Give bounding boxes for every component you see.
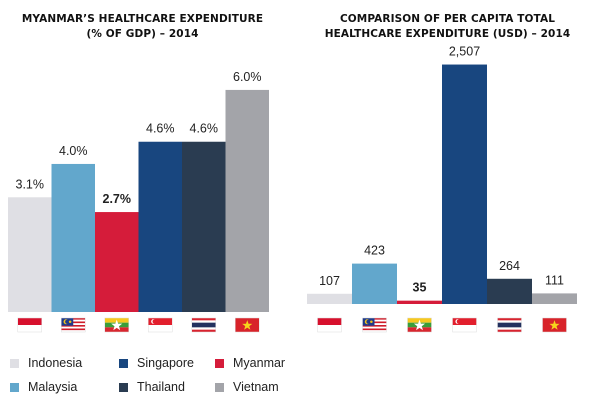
legend-swatch bbox=[10, 382, 19, 392]
myanmar-flag-icon bbox=[104, 317, 129, 333]
right-bar-thailand bbox=[487, 278, 532, 304]
thailand-flag-icon bbox=[497, 317, 522, 333]
legend-swatch bbox=[215, 382, 224, 392]
bar-charts: 3.1% 4.0% 2.7% 4.6% 4.6% 6.0% 107 423 35 2,507 264… bbox=[8, 45, 577, 333]
right-bar-singapore bbox=[442, 64, 487, 304]
legend: Indonesia Singapore Myanmar Malaysia Thailan… bbox=[10, 352, 310, 400]
right-value-label-vietnam: 111 bbox=[545, 273, 564, 287]
singapore-flag-icon bbox=[452, 317, 477, 333]
right-chart-title-line-2: HEALTHCARE EXPENDITURE (USD) – 2014 bbox=[324, 28, 571, 40]
left-value-label-vietnam: 6.0% bbox=[233, 70, 262, 84]
legend-label: Thailand bbox=[137, 380, 185, 394]
right-bar-malaysia bbox=[352, 263, 397, 304]
right-bar-indonesia bbox=[307, 293, 352, 304]
left-value-label-singapore: 4.6% bbox=[146, 122, 175, 136]
myanmar-flag-icon bbox=[407, 317, 432, 333]
left-bar-myanmar bbox=[95, 212, 139, 312]
right-value-label-singapore: 2,507 bbox=[449, 45, 480, 59]
malaysia-flag-icon bbox=[362, 317, 387, 333]
legend-label: Indonesia bbox=[28, 356, 83, 370]
legend-label: Malaysia bbox=[28, 380, 78, 394]
singapore-flag-icon bbox=[148, 317, 173, 333]
left-bar-malaysia bbox=[51, 163, 95, 312]
legend-swatch bbox=[119, 382, 128, 392]
right-bar-vietnam bbox=[532, 293, 577, 304]
legend-swatch bbox=[119, 358, 128, 368]
right-value-label-myanmar: 35 bbox=[413, 281, 427, 295]
legend-item-indonesia: Indonesia bbox=[10, 356, 82, 370]
legend-item-myanmar: Myanmar bbox=[215, 356, 285, 370]
left-chart: 3.1% 4.0% 2.7% 4.6% 4.6% 6.0% bbox=[8, 70, 269, 333]
right-chart-title: COMPARISON OF PER CAPITA TOTAL HEALTHCAR… bbox=[305, 12, 590, 42]
thailand-flag-icon bbox=[191, 317, 216, 333]
legend-label: Singapore bbox=[137, 356, 194, 370]
left-bar-singapore bbox=[138, 141, 182, 312]
left-chart-title: MYANMAR’S HEALTHCARE EXPENDITURE (% OF G… bbox=[0, 12, 285, 42]
left-chart-title-line-1: MYANMAR’S HEALTHCARE EXPENDITURE bbox=[21, 13, 264, 25]
right-value-label-indonesia: 107 bbox=[319, 274, 340, 288]
legend-item-malaysia: Malaysia bbox=[10, 380, 77, 394]
indonesia-flag-icon bbox=[317, 317, 342, 333]
vietnam-flag-icon bbox=[235, 317, 260, 333]
left-bar-vietnam bbox=[225, 89, 269, 312]
legend-label: Vietnam bbox=[233, 380, 279, 394]
legend-swatch bbox=[10, 358, 19, 368]
right-value-label-malaysia: 423 bbox=[364, 244, 385, 258]
legend-item-vietnam: Vietnam bbox=[215, 380, 279, 394]
right-value-label-thailand: 264 bbox=[499, 259, 520, 273]
legend-item-singapore: Singapore bbox=[119, 356, 194, 370]
right-bar-myanmar bbox=[397, 300, 442, 304]
legend-item-thailand: Thailand bbox=[119, 380, 185, 394]
left-bar-indonesia bbox=[8, 197, 52, 312]
left-value-label-thailand: 4.6% bbox=[190, 122, 219, 136]
left-bar-thailand bbox=[182, 141, 226, 312]
vietnam-flag-icon bbox=[542, 317, 567, 333]
left-chart-title-line-2: (% OF GDP) – 2014 bbox=[86, 28, 199, 40]
legend-label: Myanmar bbox=[233, 356, 286, 370]
right-chart: 107 423 35 2,507 264 111 bbox=[307, 45, 577, 333]
legend-swatch bbox=[215, 358, 224, 368]
left-value-label-indonesia: 3.1% bbox=[16, 177, 45, 191]
left-value-label-malaysia: 4.0% bbox=[59, 144, 88, 158]
indonesia-flag-icon bbox=[17, 317, 42, 333]
left-value-label-myanmar: 2.7% bbox=[103, 192, 132, 206]
right-chart-title-line-1: COMPARISON OF PER CAPITA TOTAL bbox=[339, 13, 556, 25]
malaysia-flag-icon bbox=[61, 317, 86, 333]
